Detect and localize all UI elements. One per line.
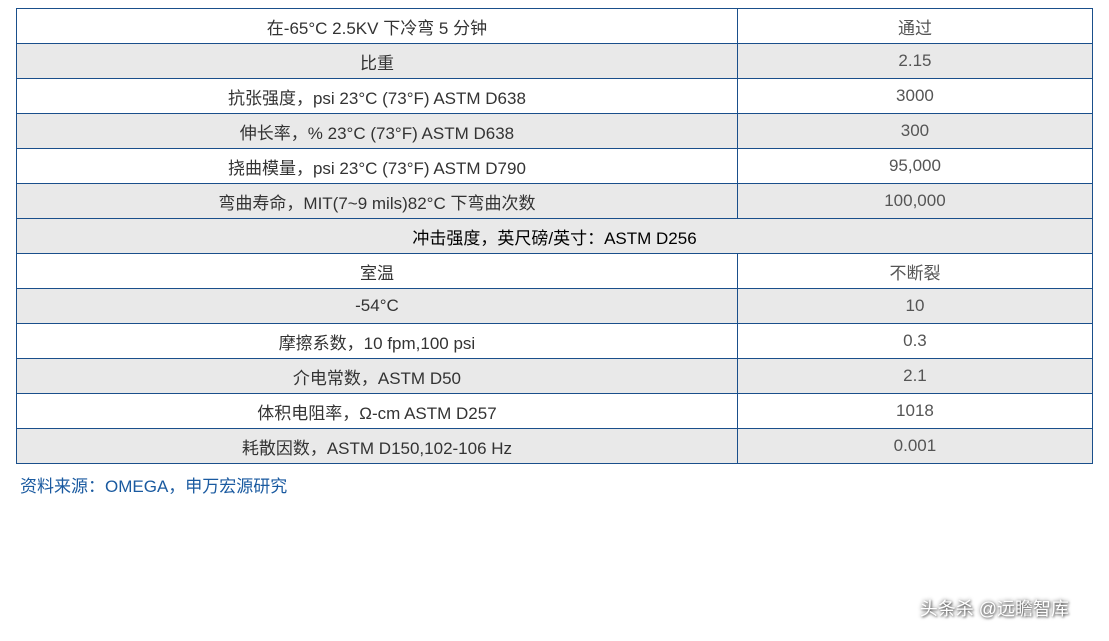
table-cell-value: 10 xyxy=(737,289,1092,324)
table-cell-value: 95,000 xyxy=(737,149,1092,184)
table-cell-label: -54°C xyxy=(17,289,738,324)
table-cell-label: 摩擦系数，10 fpm,100 psi xyxy=(17,324,738,359)
table-cell-value: 不断裂 xyxy=(737,254,1092,289)
source-citation: 资料来源：OMEGA，申万宏源研究 xyxy=(16,472,1093,497)
table-cell-value: 100,000 xyxy=(737,184,1092,219)
table-cell-value: 300 xyxy=(737,114,1092,149)
table-cell-value: 通过 xyxy=(737,9,1092,44)
table-cell-label: 耗散因数，ASTM D150,102-106 Hz xyxy=(17,429,738,464)
table-cell-value: 0.3 xyxy=(737,324,1092,359)
table-cell-value: 1018 xyxy=(737,394,1092,429)
table-cell-value: 2.15 xyxy=(737,44,1092,79)
watermark-text: 头条杀 @远瞻智库 xyxy=(920,595,1069,621)
table-cell-label: 伸长率，% 23°C (73°F) ASTM D638 xyxy=(17,114,738,149)
table-cell-label: 比重 xyxy=(17,44,738,79)
table-cell-label: 介电常数，ASTM D50 xyxy=(17,359,738,394)
table-cell-value: 2.1 xyxy=(737,359,1092,394)
table-cell-label: 抗张强度，psi 23°C (73°F) ASTM D638 xyxy=(17,79,738,114)
table-cell-label: 室温 xyxy=(17,254,738,289)
table-cell-label: 挠曲模量，psi 23°C (73°F) ASTM D790 xyxy=(17,149,738,184)
properties-table: 在-65°C 2.5KV 下冷弯 5 分钟通过 比重2.15 抗张强度，psi … xyxy=(16,8,1093,464)
table-span-row: 冲击强度，英尺磅/英寸：ASTM D256 xyxy=(17,219,1093,254)
table-cell-label: 体积电阻率，Ω-cm ASTM D257 xyxy=(17,394,738,429)
table-cell-value: 0.001 xyxy=(737,429,1092,464)
table-cell-label: 弯曲寿命，MIT(7~9 mils)82°C 下弯曲次数 xyxy=(17,184,738,219)
table-cell-label: 在-65°C 2.5KV 下冷弯 5 分钟 xyxy=(17,9,738,44)
table-cell-value: 3000 xyxy=(737,79,1092,114)
